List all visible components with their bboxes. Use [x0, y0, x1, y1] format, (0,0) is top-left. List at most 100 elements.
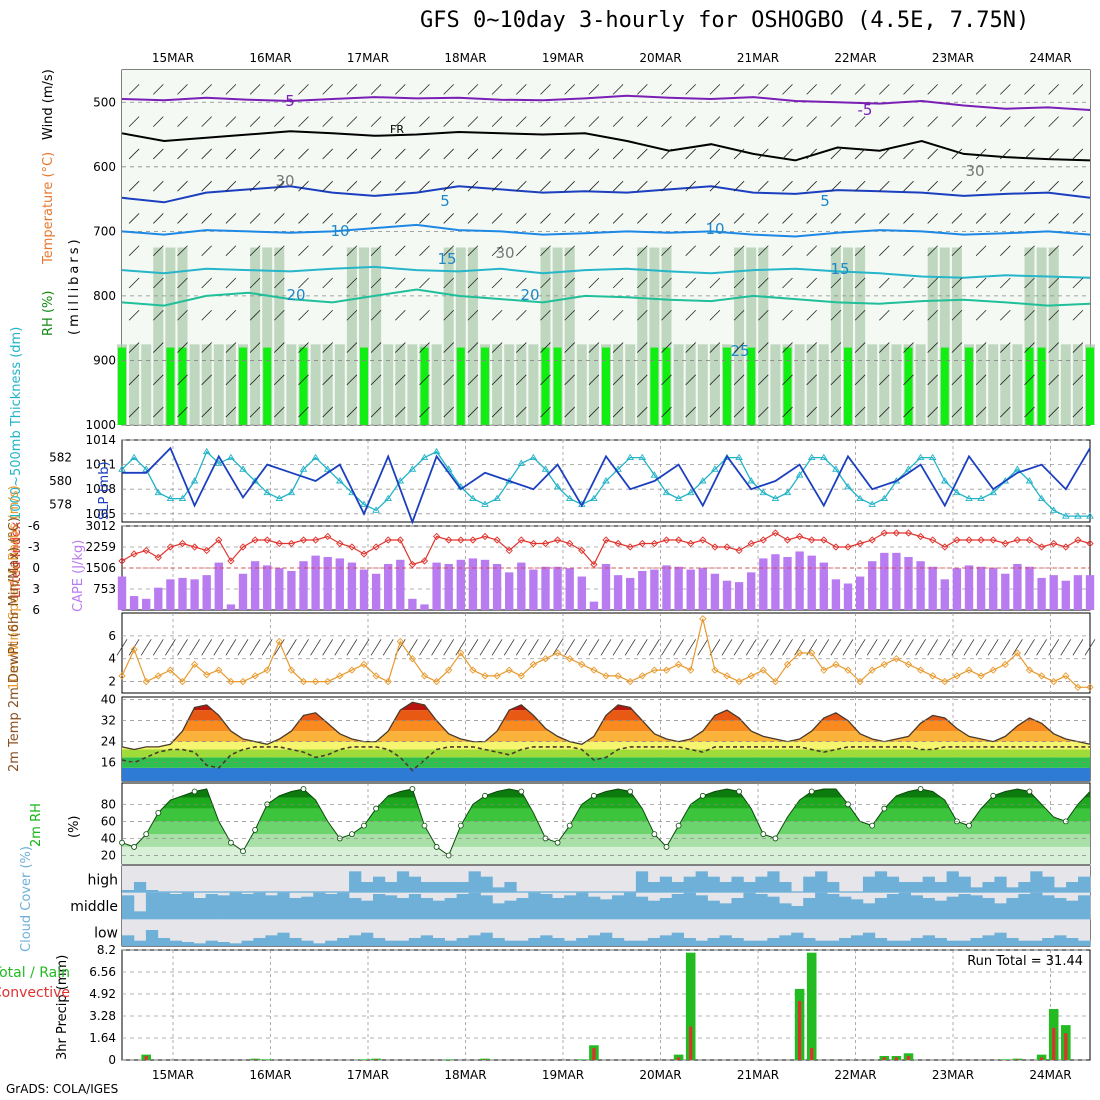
- rh-moist-column: [662, 347, 671, 425]
- wind-barb: [419, 148, 430, 160]
- thickness-point: [420, 453, 429, 461]
- cloud-bar-high: [265, 891, 278, 893]
- rh-moist-column: [650, 347, 659, 425]
- wind-barb-10m: [1084, 639, 1096, 656]
- cloud-bar-low: [181, 942, 195, 946]
- cape-bar: [747, 572, 756, 610]
- wind-speed-point: [1037, 672, 1046, 680]
- wind-speed-point: [832, 660, 840, 669]
- wind-barb-10m: [770, 639, 781, 656]
- cloud-bar-middle: [444, 898, 457, 920]
- wind-barb: [637, 116, 648, 127]
- cape-bar: [323, 557, 332, 610]
- precip-conv-bar: [798, 1000, 802, 1060]
- rh-moist-column: [420, 347, 429, 425]
- wind-barb: [1024, 406, 1035, 418]
- wind-speed-point: [759, 666, 767, 674]
- cloud-bar-low: [934, 938, 947, 946]
- wind-barb: [249, 148, 261, 160]
- lifted-point: [578, 546, 586, 555]
- cloud-bar-high: [767, 871, 780, 893]
- thickness-point: [953, 488, 961, 496]
- wind-barb: [612, 148, 624, 160]
- wind-speed-point: [614, 672, 622, 680]
- wind-barb: [806, 84, 817, 95]
- cloud-bar-high: [600, 891, 613, 893]
- wind-barb: [951, 116, 963, 127]
- wind-barb: [806, 148, 817, 160]
- cloud-bar-low: [1066, 938, 1079, 946]
- wind-barb-10m: [600, 639, 612, 656]
- wind-barb: [419, 374, 430, 386]
- wind-barb: [903, 213, 914, 224]
- lifted-label: Lifted Index: [9, 521, 24, 598]
- wind-barb: [419, 245, 430, 257]
- wind-barb: [588, 84, 600, 95]
- cloud-bar-high: [564, 891, 577, 893]
- wind-barb: [782, 148, 793, 160]
- wind-barb: [758, 180, 769, 192]
- cloud-bar-high: [922, 876, 935, 893]
- wind-barb-10m: [576, 639, 588, 656]
- rh-column: [540, 247, 551, 425]
- wind-barb: [395, 277, 406, 289]
- wind-barb: [903, 374, 914, 386]
- rh-column: [165, 247, 176, 425]
- wind-barb: [201, 116, 212, 127]
- wind-barb: [370, 245, 382, 257]
- wind-barb: [830, 277, 842, 289]
- cloud-bar-low: [743, 940, 756, 946]
- cloud-bar-low: [229, 943, 242, 946]
- wind-barb: [1048, 213, 1059, 224]
- wind-barb: [346, 148, 358, 160]
- cloud-bar-high: [850, 891, 864, 893]
- wind-barb: [637, 245, 648, 257]
- wind-speed-point: [227, 677, 235, 686]
- wind-barb-10m: [128, 639, 140, 656]
- cloud-bar-low: [647, 938, 661, 946]
- rh-column: [1060, 344, 1071, 425]
- wind-barb: [854, 406, 866, 418]
- thickness-point: [928, 453, 937, 461]
- wind-barb: [346, 180, 358, 192]
- rh-column: [746, 247, 757, 425]
- rh-column: [855, 247, 866, 425]
- lifted-point: [420, 557, 429, 565]
- wind-barb: [685, 374, 696, 386]
- cloud-bar-high: [468, 871, 481, 893]
- thickness-point: [832, 465, 840, 472]
- cloud-bar-low: [755, 940, 768, 946]
- wind-barb: [612, 406, 624, 418]
- wind-speed-point: [493, 672, 501, 680]
- rh-column: [1000, 344, 1011, 425]
- rh2m-units: (%): [67, 816, 82, 839]
- cloud-bar-middle: [181, 892, 195, 920]
- thickness-point: [408, 465, 417, 472]
- rh-moist-column: [166, 347, 175, 425]
- rh-column: [153, 247, 164, 425]
- cloud-bar-low: [169, 940, 183, 946]
- thickness-point: [263, 488, 271, 496]
- rh-moist-column: [553, 347, 562, 425]
- rh-point: [191, 788, 198, 795]
- wind-barb: [467, 148, 479, 160]
- wind-speed-point: [275, 637, 283, 646]
- wind-speed-point: [783, 660, 792, 669]
- lifted-point: [795, 532, 804, 541]
- cloud-bar-high: [253, 891, 266, 893]
- lifted-line: [121, 532, 1091, 566]
- wind-barb-10m: [467, 639, 479, 656]
- precip-tick: 4.92: [89, 987, 116, 1001]
- wind-barb: [806, 213, 817, 224]
- wind-barb: [274, 180, 285, 192]
- cloud-label: Cloud Cover (%): [19, 846, 34, 952]
- wind-barb: [758, 342, 769, 353]
- wind-barb: [758, 116, 769, 127]
- cape-bar: [916, 561, 925, 610]
- lifted-tick: -3: [28, 540, 40, 554]
- cape-bar: [759, 558, 768, 610]
- cloud-bar-middle: [862, 903, 876, 920]
- x-tick-bottom: 15MAR: [152, 1068, 194, 1082]
- rh-column: [843, 247, 853, 425]
- wind-barb-10m: [673, 639, 684, 656]
